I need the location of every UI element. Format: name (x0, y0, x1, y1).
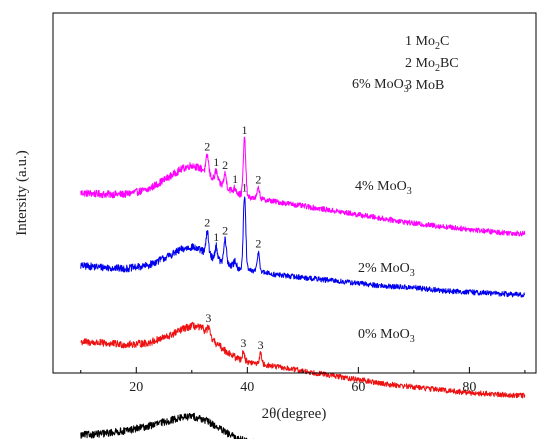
peak-label-s6-3: 1 (232, 172, 238, 186)
peak-label-s4-0: 2 (204, 216, 210, 230)
peak-label-s4-4: 1 (242, 180, 248, 194)
x-tick-label-40: 40 (240, 380, 254, 395)
peak-label-s6-1: 1 (213, 155, 219, 169)
curves-layer (80, 136, 526, 439)
legend-entry-1: 1 Mo2C (405, 34, 449, 52)
peak-label-s2-2: 3 (258, 338, 264, 352)
peak-label-s2-1: 3 (240, 336, 246, 350)
peak-label-s2-0: 3 (205, 311, 211, 325)
peak-label-s6-0: 2 (204, 139, 210, 153)
series-label-s0: 0% MoO3 (358, 327, 415, 345)
series-label-s2: 2% MoO3 (358, 261, 415, 279)
legend-entry-2: 2 Mo2BC (405, 56, 459, 74)
x-axis-label: 2θ(degree) (262, 406, 327, 422)
peak-label-s4-2: 2 (222, 224, 228, 238)
x-axis-ticks: 20 40 60 80 (80, 367, 526, 395)
legend-entry-3: 3 MoB (405, 78, 444, 93)
series-line-s2 (80, 321, 526, 399)
legend: 1 Mo2C 2 Mo2BC 3 MoB (405, 34, 459, 93)
peak-label-s6-2: 2 (222, 158, 228, 172)
peak-label-s6-5: 2 (255, 172, 261, 186)
series-label-s4: 4% MoO3 (355, 179, 412, 197)
x-tick-label-20: 20 (129, 380, 143, 395)
series-label-s6: 6% MoO3 (352, 77, 409, 95)
x-tick-label-80: 80 (462, 380, 476, 395)
series-line-s4 (80, 196, 526, 298)
peak-label-s4-5: 2 (255, 237, 261, 251)
x-tick-label-60: 60 (351, 380, 365, 395)
series-line-s6 (80, 136, 526, 237)
peak-label-s4-1: 1 (213, 230, 219, 244)
peak-label-s6-4: 1 (242, 123, 248, 137)
plot-frame (52, 12, 537, 374)
series-line-s0 (80, 412, 255, 439)
y-axis-label: Intersity (a.u.) (14, 150, 30, 235)
series-labels-layer: 6% MoO3 4% MoO3 2% MoO3 0% MoO3 (352, 77, 415, 345)
